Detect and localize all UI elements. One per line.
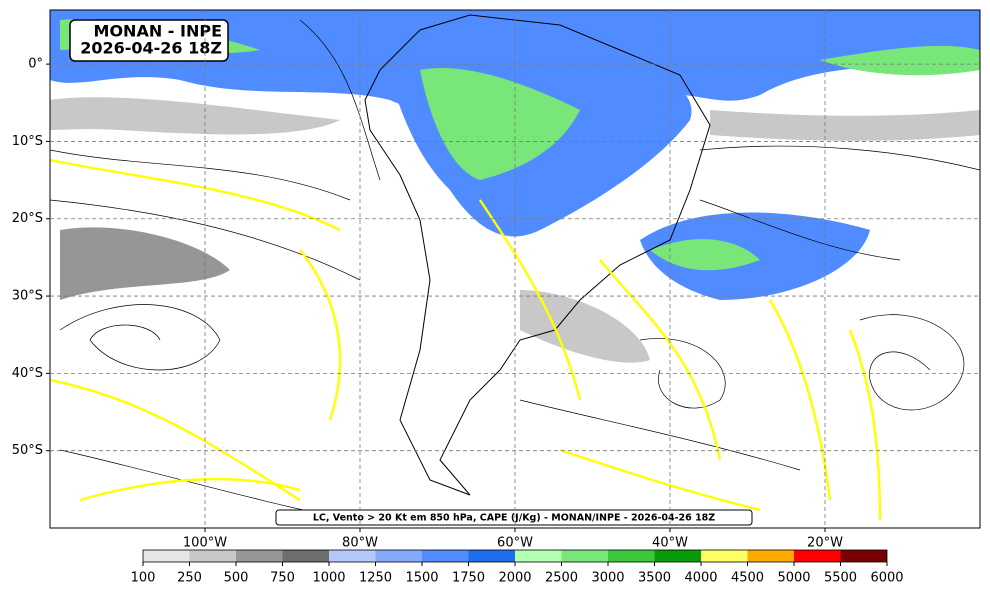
cape-gray [710,110,980,141]
coastline [364,14,711,496]
colorbar-tick-label: 5000 [777,571,810,586]
title-box [69,19,229,62]
colorbar-segment [422,550,469,562]
colorbar-segment [329,550,376,562]
colorbar-segment [794,550,841,562]
colorbar-tick-label: 6000 [870,571,903,586]
caption-box [275,509,753,526]
y-tick-label: 50°S [12,443,43,458]
colorbar-segment [654,550,701,562]
colorbar-segment [747,550,794,562]
colorbar-tick-label: 750 [270,571,295,586]
title-line: MONAN - INPE [94,22,222,41]
x-tick-label: 80°W [342,536,378,551]
x-tick-label: 20°W [807,536,843,551]
colorbar-tick-label: 2000 [498,571,531,586]
colorbar-segment [282,550,329,562]
y-tick-label: 0° [28,57,43,72]
x-tick-label: 100°W [183,536,227,551]
y-tick-label: 30°S [12,289,43,304]
cape-green [820,45,980,76]
colorbar-segment [189,550,236,562]
x-tick-label: 60°W [497,536,533,551]
title-line: 2026-04-26 18Z [80,39,222,58]
colorbar-segment [236,550,283,562]
colorbar-segment [608,550,655,562]
cape-green [650,239,760,271]
colorbar-tick-label: 4000 [684,571,717,586]
colorbar-segment [701,550,748,562]
colorbar-tick-label: 5500 [824,571,857,586]
colorbar-tick-label: 2500 [545,571,578,586]
cape-gray [60,227,230,300]
colorbar-segment [143,550,190,562]
colorbar-tick-label: 1750 [452,571,485,586]
colorbar-segment [840,550,887,562]
cape-gray [50,97,340,135]
colorbar-tick-label: 4500 [731,571,764,586]
colorbar-tick-label: 3000 [591,571,624,586]
y-tick-label: 40°S [12,366,43,381]
cape-green [420,68,580,180]
y-tick-label: 10°S [12,134,43,149]
cape-gray [520,290,650,363]
colorbar-tick-label: 1000 [312,571,345,586]
caption: LC, Vento > 20 Kt em 850 hPa, CAPE (J/Kg… [313,513,715,524]
colorbar-segment [468,550,515,562]
colorbar-tick-label: 1500 [405,571,438,586]
colorbar-tick-label: 1250 [359,571,392,586]
colorbar-tick-label: 100 [131,571,156,586]
colorbar-segment [561,550,608,562]
x-tick-label: 40°W [652,536,688,551]
y-tick-label: 20°S [12,211,43,226]
colorbar-tick-label: 250 [177,571,202,586]
colorbar-segment [515,550,562,562]
streamline [50,19,980,521]
colorbar-tick-label: 3500 [638,571,671,586]
colorbar-segment [375,550,422,562]
wind-vector [50,158,882,521]
colorbar-tick-label: 500 [224,571,249,586]
